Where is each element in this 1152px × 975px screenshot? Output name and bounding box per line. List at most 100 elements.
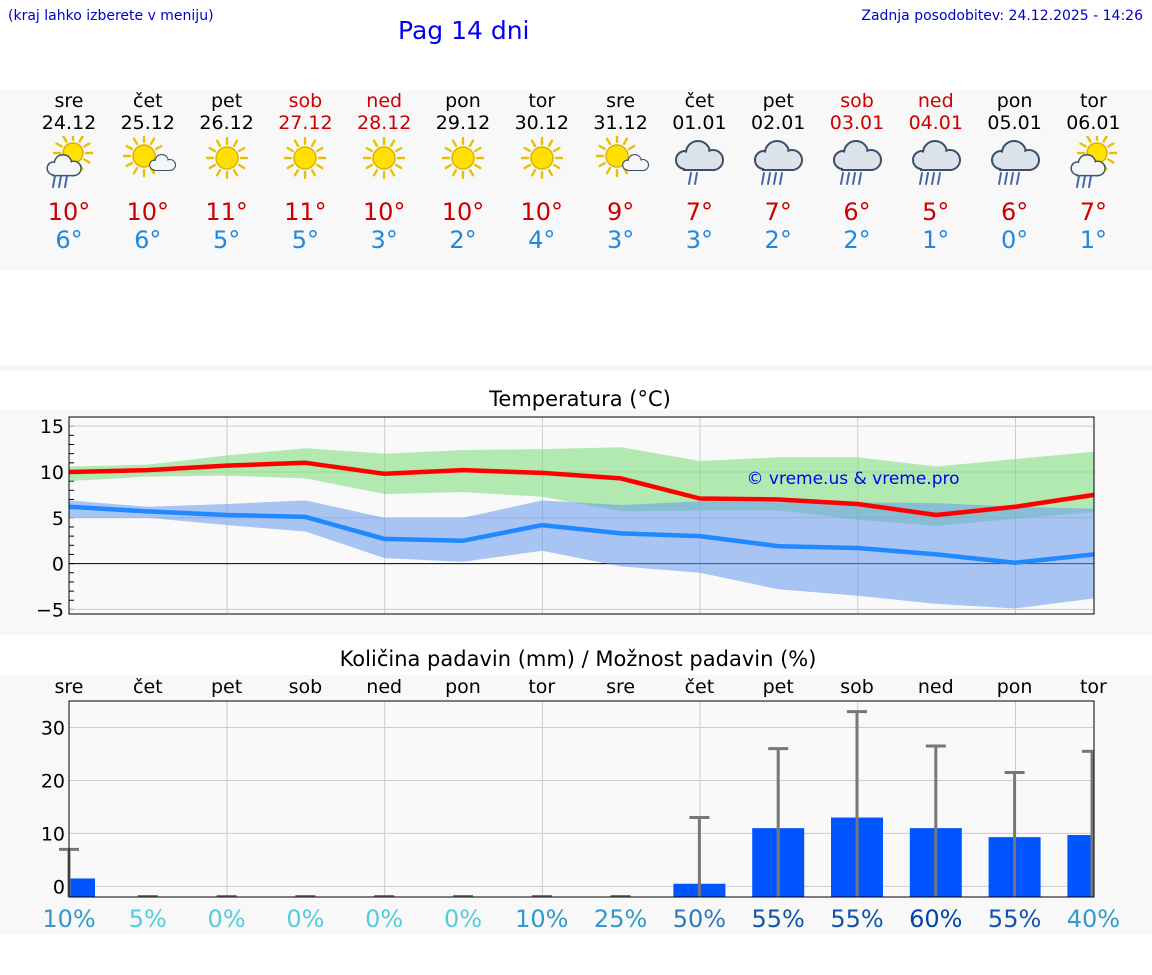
day-name: sre — [54, 90, 84, 112]
day-date: 31.12 — [593, 112, 648, 134]
min-range-band — [69, 500, 1094, 609]
min-temperature: 3° — [370, 226, 398, 254]
y-tick-label: 20 — [41, 770, 65, 792]
max-temperature: 5° — [922, 198, 950, 226]
precip-day-label: čet — [133, 676, 163, 698]
min-temperature: 5° — [212, 226, 241, 254]
sun-small-cloud-icon — [595, 136, 649, 178]
precip-day-label: tor — [528, 676, 555, 698]
day-column: čet 25.12 10° 6° — [108, 90, 188, 270]
day-name: pet — [210, 90, 243, 112]
min-temperature: 2° — [449, 226, 477, 254]
day-date: 28.12 — [356, 112, 412, 134]
precip-day-label: sob — [289, 676, 323, 698]
max-temperature: 10° — [441, 198, 485, 226]
precip-chance-label: 60% — [909, 905, 962, 933]
sun-icon — [205, 136, 248, 180]
min-temperature-line — [68, 504, 1095, 565]
cloud-rain-icon — [833, 140, 882, 185]
day-column: sre 31.12 9° 3° — [581, 90, 661, 270]
day-name: sob — [288, 90, 323, 112]
max-temperature: 10° — [520, 198, 564, 226]
y-tick-label: 10 — [40, 462, 64, 484]
y-tick-label: 5 — [52, 508, 64, 530]
day-date: 01.01 — [672, 112, 727, 134]
day-column: pet 02.01 7° 2° — [738, 90, 818, 270]
watermark: © vreme.us & vreme.pro — [746, 469, 959, 489]
day-name: tor — [528, 90, 556, 112]
sun-icon — [284, 136, 327, 180]
separator-band — [0, 365, 1152, 371]
daily-forecast-strip: sre 24.12 10° 6° čet 25.12 10° 6° pet 26.12 11° 5° s… — [0, 90, 1152, 270]
max-temperature: 6° — [843, 198, 871, 226]
day-date: 25.12 — [120, 112, 175, 134]
location-hint-link[interactable]: (kraj lahko izberete v meniju) — [8, 8, 214, 24]
cloud-rain-icon — [911, 140, 961, 185]
day-name: čet — [133, 90, 163, 112]
precip-day-label: tor — [1080, 676, 1107, 698]
precip-day-label: pon — [997, 676, 1033, 698]
day-column: tor 06.01 7° 1° — [1053, 90, 1133, 270]
precip-day-label: ned — [918, 676, 954, 698]
day-date: 02.01 — [750, 112, 806, 134]
day-name: ned — [366, 90, 403, 112]
precip-chance-label: 55% — [988, 905, 1041, 933]
day-column: ned 28.12 10° 3° — [344, 90, 424, 270]
max-temperature: 7° — [764, 198, 792, 226]
min-temperature: 1° — [1079, 226, 1108, 254]
day-column: pon 29.12 10° 2° — [423, 90, 503, 270]
max-temperature: 10° — [126, 198, 170, 226]
precip-day-label: pet — [763, 676, 794, 698]
sun-cloud-rain-icon — [46, 136, 94, 188]
cloud-rain-icon — [754, 140, 804, 185]
day-date: 06.01 — [1066, 112, 1121, 134]
precipitation-chart-title: Količina padavin (mm) / Možnost padavin … — [339, 647, 817, 671]
day-date: 29.12 — [435, 112, 491, 134]
min-temperature: 6° — [134, 226, 162, 254]
precip-chance-label: 10% — [42, 905, 95, 933]
y-tick-label: 0 — [52, 554, 64, 576]
precip-chance-label: 55% — [752, 905, 805, 933]
sun-cloud-rain-icon — [1070, 136, 1118, 188]
day-date: 27.12 — [278, 112, 333, 134]
cloud-rain-icon — [990, 140, 1040, 185]
precip-day-label: sob — [840, 676, 874, 698]
day-date: 30.12 — [514, 112, 569, 134]
max-temperature: 9° — [606, 198, 635, 226]
temperature-chart: 15 10 5 0 −5 © vreme.us & vreme.pro — [36, 416, 1095, 621]
precip-chance-label: 25% — [594, 905, 647, 933]
day-date: 05.01 — [987, 112, 1042, 134]
min-temperature: 3° — [685, 226, 714, 254]
day-name: sre — [606, 90, 636, 112]
precip-day-label: sre — [606, 676, 635, 698]
precip-day-label: ned — [366, 676, 402, 698]
precip-day-label: sre — [55, 676, 84, 698]
day-date: 03.01 — [829, 112, 885, 134]
precip-chance-label: 0% — [365, 905, 403, 933]
precip-chance-label: 40% — [1067, 905, 1120, 933]
plot-frame — [68, 416, 1095, 615]
day-name: tor — [1079, 90, 1107, 112]
precip-chance-label: 55% — [830, 905, 883, 933]
day-name: pet — [762, 90, 794, 112]
min-temperature: 2° — [843, 226, 871, 254]
min-temperature: 6° — [55, 226, 83, 254]
precip-chance-label: 5% — [129, 905, 167, 933]
max-temperature: 7° — [685, 198, 714, 226]
precip-bar — [69, 878, 95, 897]
min-temperature: 3° — [606, 226, 635, 254]
sun-icon — [362, 136, 406, 180]
day-column: tor 30.12 10° 4° — [502, 90, 582, 270]
plot-frame — [68, 700, 1095, 898]
cloud-light-rain-icon — [675, 140, 725, 185]
precip-chance-label: 10% — [515, 905, 568, 933]
precip-day-label: pet — [211, 676, 242, 698]
precip-chance-label: 0% — [444, 905, 482, 933]
day-name: pon — [996, 90, 1033, 112]
day-name: sob — [840, 90, 874, 112]
max-temperature-line — [68, 460, 1095, 518]
day-column: sre 24.12 10° 6° — [29, 90, 109, 270]
day-column: sob 27.12 11° 5° — [265, 90, 345, 270]
day-date: 26.12 — [199, 112, 254, 134]
